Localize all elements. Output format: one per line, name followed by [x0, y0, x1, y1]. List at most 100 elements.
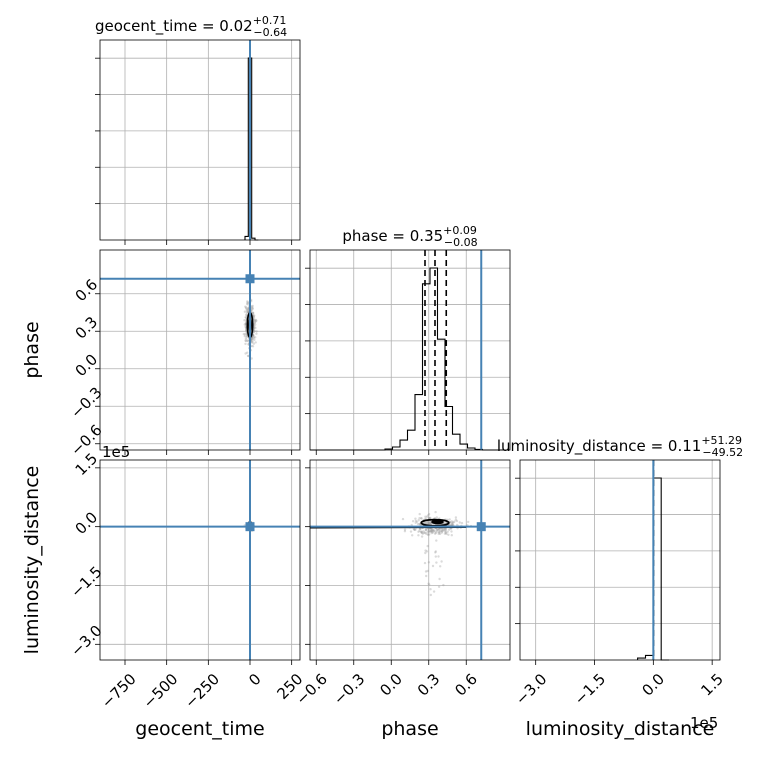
injection-marker: [245, 274, 255, 284]
x-tick-label: 0.6: [451, 670, 481, 700]
sample-point: [412, 527, 415, 531]
y-axis-label: luminosity_distance: [21, 466, 43, 655]
sample-point: [413, 528, 416, 531]
injection-marker: [245, 522, 255, 532]
title-equals: =: [388, 227, 410, 245]
sample-point: [444, 527, 447, 531]
sample-point: [451, 523, 454, 526]
sample-point: [437, 528, 440, 531]
title-lower-error: −49.52: [702, 446, 743, 459]
sample-point: [446, 530, 449, 533]
sample-point: [421, 532, 425, 535]
title-median: 0.11: [668, 437, 701, 455]
sample-point: [451, 521, 455, 524]
sample-point: [250, 337, 253, 341]
sample-point: [242, 332, 245, 336]
sample-point: [251, 307, 254, 310]
histogram-geocent_time: [244, 57, 259, 241]
sample-point: [447, 533, 450, 536]
sample-point: [245, 314, 248, 317]
title-name: phase: [342, 227, 387, 245]
sample-point: [425, 574, 428, 578]
sample-point: [251, 306, 254, 310]
sample-point: [440, 560, 443, 563]
sample-point: [251, 345, 255, 348]
sample-point: [434, 530, 437, 533]
sample-point: [252, 311, 255, 315]
sample-point: [430, 529, 433, 532]
sample-point: [449, 527, 453, 530]
sample-point: [450, 530, 453, 533]
y-axis-label: phase: [21, 321, 43, 378]
sample-point: [403, 530, 407, 533]
density-core: [431, 519, 444, 525]
panel-frame: [309, 249, 511, 451]
sample-point: [424, 515, 427, 518]
sample-point: [245, 334, 249, 338]
sample-point: [429, 516, 432, 520]
sample-point: [253, 318, 256, 321]
sample-point: [245, 311, 249, 314]
x-tick-label: −3.0: [512, 670, 550, 708]
sample-point: [427, 514, 430, 517]
panel-frame: [519, 459, 721, 661]
x-tick-label: 0.3: [414, 670, 444, 700]
sample-point: [427, 528, 430, 532]
sample-point: [427, 561, 431, 564]
sample-point: [244, 322, 248, 325]
sample-point: [432, 590, 436, 593]
sample-point: [435, 530, 439, 533]
panel-title: phase = 0.35+0.09 −0.08: [342, 224, 477, 249]
x-tick-label: 0: [245, 670, 264, 689]
injection-marker: [476, 522, 486, 532]
sample-point: [251, 337, 255, 340]
sample-point: [418, 527, 421, 531]
sample-point: [426, 521, 429, 525]
sample-point: [432, 530, 435, 533]
sample-point: [244, 305, 247, 308]
sample-point: [245, 306, 248, 309]
y-tick-label: 0.6: [72, 275, 102, 305]
sample-point: [450, 520, 453, 523]
injection-layer: [100, 40, 655, 660]
sample-point: [444, 531, 447, 534]
sample-point: [244, 337, 248, 340]
sample-point: [437, 555, 440, 558]
sample-point: [441, 530, 444, 533]
sample-point: [254, 323, 257, 326]
sample-point: [434, 550, 437, 553]
sample-point: [246, 351, 249, 354]
x-axis-label: phase: [381, 718, 438, 740]
sample-point: [418, 512, 421, 516]
sample-point: [414, 517, 417, 520]
sample-point: [429, 588, 432, 591]
sample-point: [253, 326, 256, 329]
sample-point: [454, 516, 458, 519]
sample-point: [413, 528, 416, 531]
sample-point: [245, 313, 248, 316]
frame-layer: [95, 39, 721, 665]
sample-point: [424, 549, 427, 552]
sample-point: [250, 306, 253, 309]
sample-point: [247, 343, 250, 346]
sample-point: [430, 530, 434, 533]
sample-point: [244, 322, 248, 325]
sample-point: [433, 532, 437, 535]
title-equals: =: [197, 17, 219, 35]
sample-point: [434, 555, 437, 558]
sample-point: [440, 528, 443, 531]
sample-point: [426, 533, 429, 536]
y-offset-label: 1e5: [102, 443, 130, 461]
sample-point: [441, 529, 444, 533]
sample-point: [411, 534, 414, 537]
sample-point: [427, 582, 430, 585]
sample-point: [426, 569, 429, 573]
sample-point: [411, 520, 415, 523]
sample-point: [429, 529, 433, 533]
sample-point: [422, 530, 425, 533]
sample-point: [244, 342, 247, 346]
sample-point: [251, 304, 254, 308]
sample-point: [253, 324, 256, 328]
sample-point: [437, 532, 440, 536]
sample-point: [435, 539, 438, 542]
